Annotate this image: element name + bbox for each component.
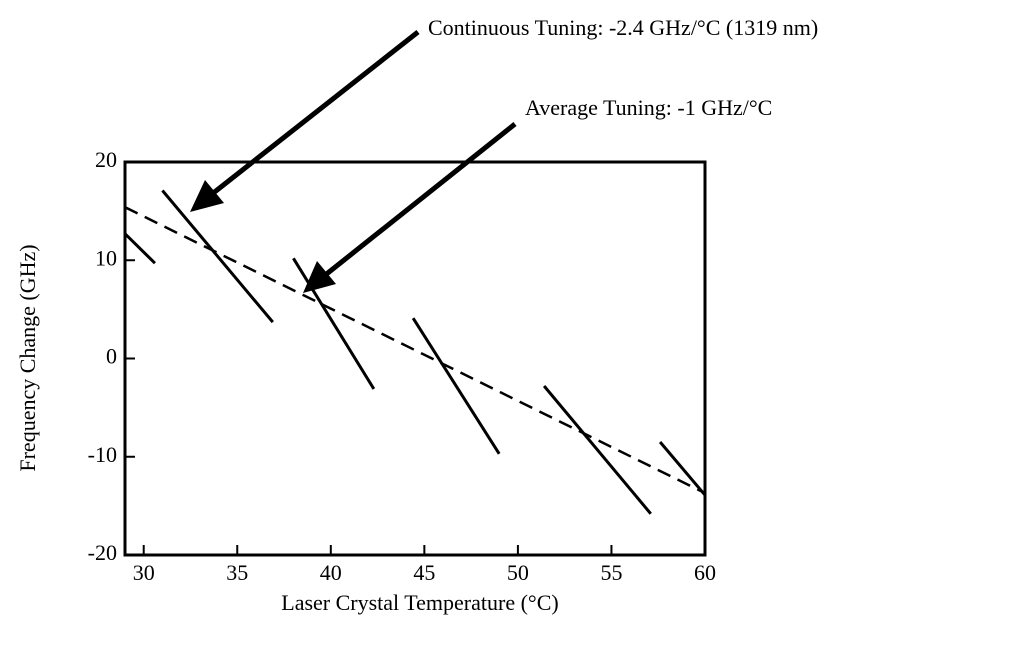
x-tick-label: 50: [507, 560, 529, 585]
y-axis-label: Frequency Change (GHz): [15, 244, 40, 471]
annotation: Continuous Tuning: -2.4 GHz/°C (1319 nm): [428, 15, 818, 40]
line-segment: [124, 206, 706, 495]
arrow: [303, 122, 517, 293]
y-tick-label: -20: [88, 540, 117, 565]
line-segment: [123, 232, 156, 265]
line-segment: [411, 317, 501, 455]
y-tick-label: -10: [88, 442, 117, 467]
x-axis-label: Laser Crystal Temperature (°C): [281, 590, 558, 615]
x-tick-label: 40: [320, 560, 342, 585]
annotation: Average Tuning: -1 GHz/°C: [525, 95, 772, 120]
x-tick-label: 30: [133, 560, 155, 585]
x-tick-label: 60: [694, 560, 716, 585]
x-tick-label: 45: [413, 560, 435, 585]
line-segment: [658, 441, 707, 497]
line-segment: [542, 385, 652, 515]
y-tick-label: 10: [95, 245, 117, 270]
y-tick-label: 0: [106, 344, 117, 369]
plot-frame: [123, 160, 707, 557]
line-segment: [161, 189, 274, 324]
arrow: [190, 30, 420, 212]
y-tick-label: 20: [95, 147, 117, 172]
line-segment: [292, 257, 376, 390]
x-tick-label: 35: [226, 560, 248, 585]
x-tick-label: 55: [600, 560, 622, 585]
